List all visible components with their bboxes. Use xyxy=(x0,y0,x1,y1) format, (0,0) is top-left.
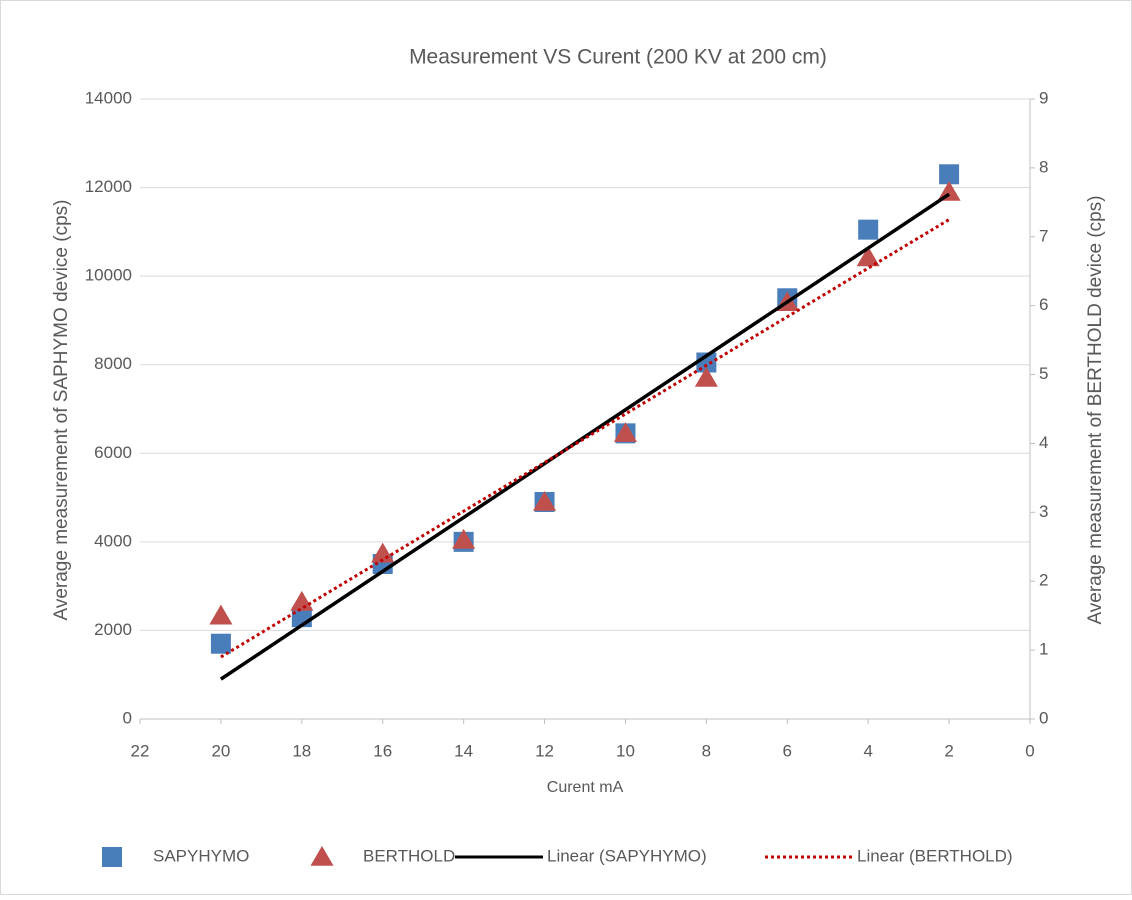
trendline xyxy=(219,192,951,681)
y-tick-label: 12000 xyxy=(85,177,132,196)
y-tick-label: 8000 xyxy=(94,354,132,373)
x-tick-label: 16 xyxy=(373,741,392,760)
y-tick-label: 6000 xyxy=(94,443,132,462)
triangle-marker xyxy=(613,422,638,442)
square-marker xyxy=(102,847,122,867)
x-tick-label: 8 xyxy=(702,741,711,760)
y2-tick-label: 4 xyxy=(1039,433,1048,452)
x-tick-label: 2 xyxy=(944,741,953,760)
triangle-marker xyxy=(532,491,557,511)
x-tick-label: 10 xyxy=(616,741,635,760)
x-tick-label: 4 xyxy=(863,741,872,760)
legend-label: Linear (BERTHOLD) xyxy=(857,846,1013,865)
y-tick-label: 0 xyxy=(123,708,132,727)
y2-tick-label: 9 xyxy=(1039,88,1048,107)
y-tick-label: 14000 xyxy=(85,88,132,107)
x-tick-label: 0 xyxy=(1025,741,1034,760)
y2-tick-label: 0 xyxy=(1039,708,1048,727)
triangle-marker xyxy=(452,528,476,549)
legend-label: SAPYHYMO xyxy=(153,846,249,865)
square-marker xyxy=(858,219,879,240)
triangle-marker xyxy=(937,181,961,201)
y2-tick-label: 3 xyxy=(1039,502,1048,521)
y-axis-title: Average measurement of SAPHYMO device (c… xyxy=(51,200,72,621)
y2-tick-label: 8 xyxy=(1039,157,1048,176)
x-tick-label: 22 xyxy=(131,741,150,760)
x-tick-label: 20 xyxy=(211,741,230,760)
y2-tick-label: 6 xyxy=(1039,295,1048,314)
y-tick-label: 10000 xyxy=(85,266,132,285)
y-tick-label: 2000 xyxy=(94,620,132,639)
triangle-marker xyxy=(209,604,233,625)
y2-tick-label: 7 xyxy=(1039,226,1048,245)
x-tick-label: 12 xyxy=(535,741,554,760)
legend-label: BERTHOLD xyxy=(363,846,455,865)
x-axis-title: Curent mA xyxy=(547,779,624,796)
x-tick-label: 18 xyxy=(292,741,311,760)
y2-axis-title: Average measurement of BERTHOLD device (… xyxy=(1085,195,1106,624)
triangle-marker xyxy=(694,367,718,387)
y2-tick-label: 5 xyxy=(1039,364,1048,383)
x-tick-label: 14 xyxy=(454,741,473,760)
legend-label: Linear (SAPYHYMO) xyxy=(547,846,707,865)
chart-title: Measurement VS Curent (200 KV at 200 cm) xyxy=(409,46,827,69)
triangle-marker xyxy=(310,846,334,866)
square-marker xyxy=(210,633,231,654)
x-tick-label: 6 xyxy=(783,741,792,760)
y-tick-label: 4000 xyxy=(94,531,132,550)
square-marker xyxy=(939,164,960,185)
triangle-marker xyxy=(856,246,880,267)
y2-tick-label: 2 xyxy=(1039,571,1048,590)
y2-tick-label: 1 xyxy=(1039,640,1048,659)
triangle-marker xyxy=(290,590,314,611)
